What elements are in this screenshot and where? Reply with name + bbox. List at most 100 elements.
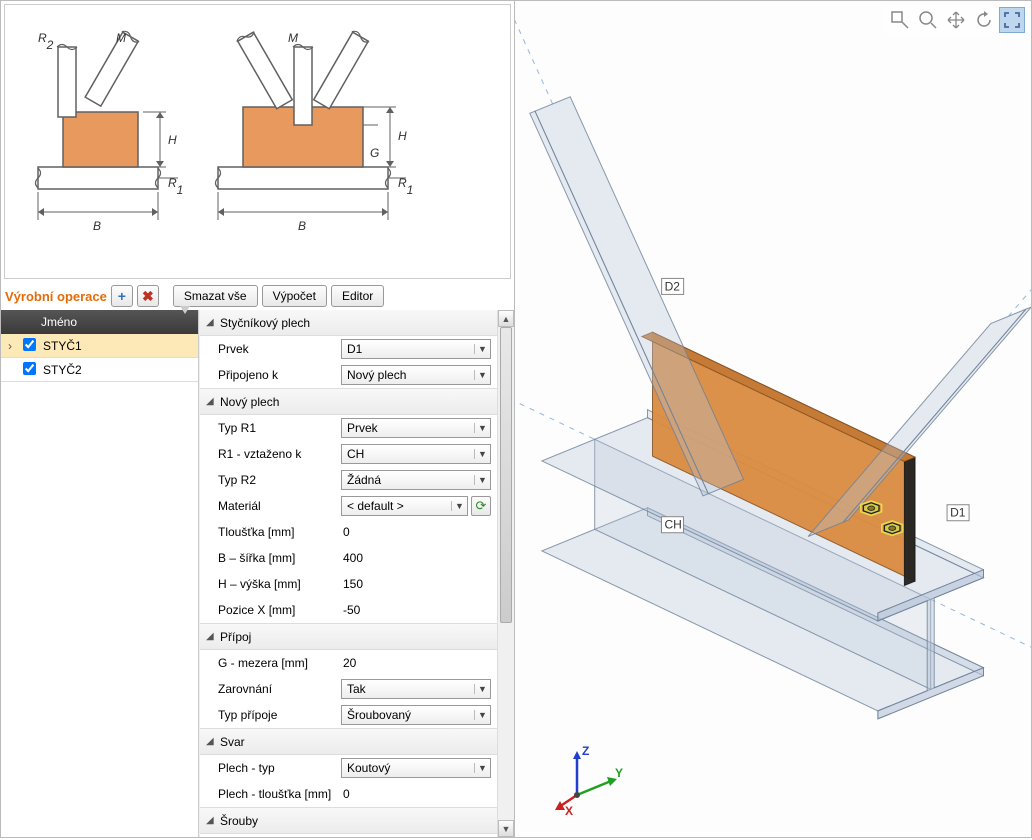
s3-r3: Typ přípojeŠroubovaný▼ [200, 702, 497, 728]
svg-text:X: X [565, 804, 573, 817]
ops-item-1-check[interactable] [23, 338, 36, 351]
svg-text:M: M [116, 31, 126, 45]
viewport-panel: CHD1D2 ZYX [515, 1, 1031, 837]
section-s5-header[interactable]: ◢Šrouby [200, 808, 497, 834]
svg-text:R2: R2 [38, 31, 54, 52]
section-s2: ◢Nový plechTyp R1Prvek▼R1 - vztaženo kCH… [200, 389, 497, 624]
ops-toolbar: Výrobní operace + ✖ Smazat vše Výpočet E… [1, 282, 514, 310]
svg-text:CH: CH [664, 518, 681, 532]
calc-button[interactable]: Výpočet [262, 285, 327, 307]
scrollbar[interactable]: ▲ ▼ [497, 310, 514, 837]
s2-r2-label: R1 - vztaženo k [218, 447, 341, 461]
s1-r2-dropdown[interactable]: Nový plech▼ [341, 365, 491, 385]
s2-r5-value[interactable]: 0 [341, 525, 491, 539]
s5-r1: TypM16 - 10.9▼⟳ [200, 834, 497, 837]
editor-button[interactable]: Editor [331, 285, 384, 307]
ops-header-label: Jméno [41, 315, 77, 329]
scroll-up[interactable]: ▲ [498, 310, 514, 327]
s2-r6-value[interactable]: 400 [341, 551, 491, 565]
scroll-thumb[interactable] [500, 327, 512, 623]
s1-r1-label: Prvek [218, 342, 341, 356]
s4-r1-label: Plech - typ [218, 761, 341, 775]
section-s1-title: Styčníkový plech [220, 316, 310, 330]
s2-r7-value[interactable]: 150 [341, 577, 491, 591]
pan-icon[interactable] [943, 7, 969, 33]
s1-r2-label: Připojeno k [218, 368, 341, 382]
s2-r7: H – výška [mm]150 [200, 571, 497, 597]
svg-text:Y: Y [615, 766, 623, 780]
s2-r1: Typ R1Prvek▼ [200, 415, 497, 441]
ops-title: Výrobní operace [5, 289, 107, 304]
s2-r4-label: Materiál [218, 499, 341, 513]
s4-r2: Plech - tloušťka [mm]0 [200, 781, 497, 807]
section-s1: ◢Styčníkový plechPrvekD1▼Připojeno kNový… [200, 310, 497, 389]
svg-text:Z: Z [582, 744, 589, 758]
collapse-icon: ◢ [206, 631, 220, 642]
filter-icon[interactable] [180, 314, 194, 328]
s4-r2-value[interactable]: 0 [341, 787, 491, 801]
section-s5: ◢ŠroubyTypM16 - 10.9▼⟳Referenční čáraOsa… [200, 808, 497, 837]
s2-r2-dropdown[interactable]: CH▼ [341, 444, 491, 464]
axis-widget: Z Y X [555, 737, 635, 817]
delete-all-button[interactable]: Smazat vše [173, 285, 258, 307]
section-s2-header[interactable]: ◢Nový plech [200, 389, 497, 415]
s2-r2: R1 - vztaženo kCH▼ [200, 441, 497, 467]
s2-r3-dropdown[interactable]: Žádná▼ [341, 470, 491, 490]
s2-r8-label: Pozice X [mm] [218, 603, 341, 617]
s2-r1-dropdown[interactable]: Prvek▼ [341, 418, 491, 438]
section-s4-title: Svar [220, 735, 245, 749]
zoom-icon[interactable] [915, 7, 941, 33]
svg-text:R1: R1 [398, 176, 413, 197]
s2-r4-dropdown[interactable]: < default >▼ [341, 496, 468, 516]
s4-r1: Plech - typKoutový▼ [200, 755, 497, 781]
svg-text:D1: D1 [950, 506, 966, 520]
s2-r8: Pozice X [mm]-50 [200, 597, 497, 623]
view-toolbar [885, 5, 1027, 35]
fullscreen-icon[interactable] [999, 7, 1025, 33]
s1-r1-dropdown[interactable]: D1▼ [341, 339, 491, 359]
svg-text:B: B [93, 219, 101, 233]
s3-r2-dropdown[interactable]: Tak▼ [341, 679, 491, 699]
s2-r3: Typ R2Žádná▼ [200, 467, 497, 493]
section-s3-header[interactable]: ◢Přípoj [200, 624, 497, 650]
s3-r2-label: Zarovnání [218, 682, 341, 696]
s1-r1: PrvekD1▼ [200, 336, 497, 362]
s3-r1-value[interactable]: 20 [341, 656, 491, 670]
ops-item-1[interactable]: › STYČ1 [1, 334, 198, 358]
s2-r7-label: H – výška [mm] [218, 577, 341, 591]
ops-item-1-name: STYČ1 [39, 339, 198, 353]
svg-text:H: H [168, 133, 177, 147]
zoom-window-icon[interactable] [887, 7, 913, 33]
section-s1-header[interactable]: ◢Styčníkový plech [200, 310, 497, 336]
section-s3-title: Přípoj [220, 630, 251, 644]
s1-r2: Připojeno kNový plech▼ [200, 362, 497, 388]
s3-r1-label: G - mezera [mm] [218, 656, 341, 670]
s3-r1: G - mezera [mm]20 [200, 650, 497, 676]
viewport-3d[interactable]: CHD1D2 [515, 1, 1031, 837]
scroll-down[interactable]: ▼ [498, 820, 514, 837]
s4-r2-label: Plech - tloušťka [mm] [218, 787, 341, 801]
svg-text:B: B [298, 219, 306, 233]
s2-r8-value[interactable]: -50 [341, 603, 491, 617]
help-diagram: R2MR1HBMR1HGB [4, 4, 511, 279]
svg-text:H: H [398, 129, 407, 143]
property-grid: ◢Styčníkový plechPrvekD1▼Připojeno kNový… [199, 310, 497, 837]
collapse-icon: ◢ [206, 815, 220, 826]
delete-op-button[interactable]: ✖ [137, 285, 159, 307]
collapse-icon: ◢ [206, 396, 220, 407]
add-op-button[interactable]: + [111, 285, 133, 307]
s2-r1-label: Typ R1 [218, 421, 341, 435]
svg-text:G: G [370, 146, 379, 160]
rotate-icon[interactable] [971, 7, 997, 33]
s3-r3-dropdown[interactable]: Šroubovaný▼ [341, 705, 491, 725]
section-s2-title: Nový plech [220, 395, 279, 409]
ops-list: Jméno › STYČ1 STYČ2 [1, 310, 199, 837]
s4-r1-dropdown[interactable]: Koutový▼ [341, 758, 491, 778]
section-s4-header[interactable]: ◢Svar [200, 729, 497, 755]
s2-r4-refresh[interactable]: ⟳ [471, 496, 491, 516]
section-s4: ◢SvarPlech - typKoutový▼Plech - tloušťka… [200, 729, 497, 808]
s2-r3-label: Typ R2 [218, 473, 341, 487]
svg-text:R1: R1 [168, 176, 183, 197]
ops-item-2-check[interactable] [23, 362, 36, 375]
ops-item-2[interactable]: STYČ2 [1, 358, 198, 382]
